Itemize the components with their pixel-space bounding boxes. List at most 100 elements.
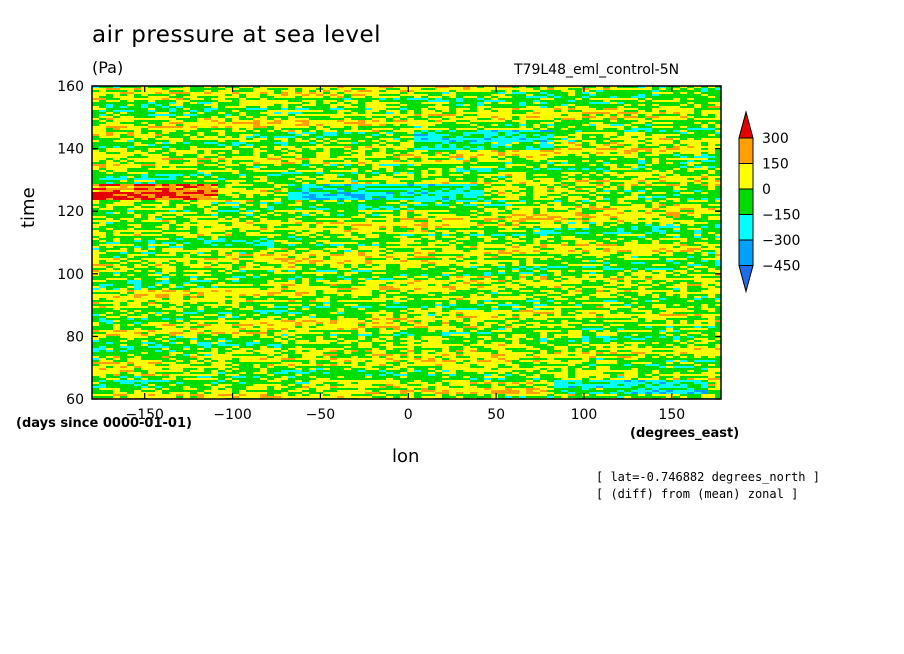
heatmap-cell <box>407 146 414 148</box>
heatmap-cell <box>477 194 484 196</box>
heatmap-cell <box>379 178 386 180</box>
heatmap-cell <box>358 122 365 124</box>
heatmap-cell <box>540 90 547 92</box>
heatmap-cell <box>239 184 246 186</box>
heatmap-cell <box>484 144 491 146</box>
heatmap-cell <box>442 102 449 104</box>
heatmap-cell <box>414 138 421 140</box>
heatmap-cell <box>400 176 407 178</box>
heatmap-cell <box>638 110 645 112</box>
heatmap-cell <box>652 146 659 148</box>
heatmap-cell <box>344 102 351 104</box>
heatmap-cell <box>274 100 281 102</box>
heatmap-cell <box>358 146 365 148</box>
heatmap-cell <box>260 114 267 116</box>
heatmap-cell <box>547 172 554 174</box>
heatmap-cell <box>582 100 589 102</box>
heatmap-cell <box>295 158 302 160</box>
heatmap-cell <box>470 174 477 176</box>
heatmap-cell <box>596 136 603 138</box>
heatmap-cell <box>596 142 603 144</box>
heatmap-cell <box>127 190 134 192</box>
heatmap-cell <box>183 182 190 184</box>
heatmap-cell <box>631 92 638 94</box>
heatmap-cell <box>232 128 239 130</box>
heatmap-cell <box>218 174 225 176</box>
heatmap-cell <box>526 178 533 180</box>
heatmap-cell <box>358 138 365 140</box>
heatmap-cell <box>183 170 190 172</box>
heatmap-cell <box>358 126 365 128</box>
heatmap-cell <box>582 116 589 118</box>
heatmap-cell <box>645 174 652 176</box>
heatmap-cell <box>449 90 456 92</box>
heatmap-cell <box>610 140 617 142</box>
heatmap-cell <box>631 138 638 140</box>
heatmap-cell <box>407 168 414 170</box>
heatmap-cell <box>197 126 204 128</box>
heatmap-cell <box>113 136 120 138</box>
heatmap-cell <box>680 94 687 96</box>
heatmap-cell <box>547 150 554 152</box>
heatmap-cell <box>379 166 386 168</box>
heatmap-cell <box>253 132 260 134</box>
heatmap-cell <box>547 92 554 94</box>
heatmap-cell <box>624 100 631 102</box>
heatmap-cell <box>701 130 708 132</box>
heatmap-cell <box>617 190 624 192</box>
heatmap-cell <box>512 146 519 148</box>
heatmap-cell <box>575 134 582 136</box>
heatmap-cell <box>456 192 463 194</box>
heatmap-cell <box>708 176 715 178</box>
heatmap-cell <box>239 178 246 180</box>
heatmap-cell <box>610 132 617 134</box>
heatmap-cell <box>414 102 421 104</box>
heatmap-cell <box>302 138 309 140</box>
heatmap-cell <box>624 88 631 90</box>
heatmap-cell <box>379 130 386 132</box>
heatmap-cell <box>267 152 274 154</box>
heatmap-cell <box>127 118 134 120</box>
heatmap-cell <box>484 116 491 118</box>
heatmap-cell <box>253 120 260 122</box>
heatmap-cell <box>344 156 351 158</box>
heatmap-cell <box>659 104 666 106</box>
heatmap-cell <box>120 170 127 172</box>
heatmap-cell <box>701 126 708 128</box>
heatmap-cell <box>127 194 134 196</box>
heatmap-cell <box>610 98 617 100</box>
heatmap-cell <box>337 130 344 132</box>
heatmap-cell <box>337 118 344 120</box>
heatmap-cell <box>589 100 596 102</box>
heatmap-cell <box>687 144 694 146</box>
heatmap-cell <box>120 164 127 166</box>
heatmap-cell <box>204 170 211 172</box>
heatmap-cell <box>652 138 659 140</box>
heatmap-cell <box>127 178 134 180</box>
heatmap-cell <box>197 144 204 146</box>
heatmap-cell <box>589 130 596 132</box>
heatmap-cell <box>421 170 428 172</box>
heatmap-cell <box>484 132 491 134</box>
heatmap-cell <box>274 186 281 188</box>
heatmap-cell <box>183 126 190 128</box>
heatmap-cell <box>253 86 260 88</box>
heatmap-cell <box>141 138 148 140</box>
heatmap-cell <box>484 92 491 94</box>
heatmap-cell <box>505 144 512 146</box>
heatmap-cell <box>449 128 456 130</box>
heatmap-cell <box>316 118 323 120</box>
heatmap-cell <box>113 154 120 156</box>
heatmap-cell <box>337 168 344 170</box>
heatmap-cell <box>190 178 197 180</box>
heatmap-cell <box>302 174 309 176</box>
heatmap-cell <box>190 188 197 190</box>
heatmap-cell <box>680 142 687 144</box>
heatmap-cell <box>477 108 484 110</box>
heatmap-cell <box>701 192 708 194</box>
heatmap-cell <box>463 92 470 94</box>
heatmap-cell <box>421 156 428 158</box>
heatmap-cell <box>568 88 575 90</box>
heatmap-cell <box>666 96 673 98</box>
heatmap-cell <box>148 162 155 164</box>
